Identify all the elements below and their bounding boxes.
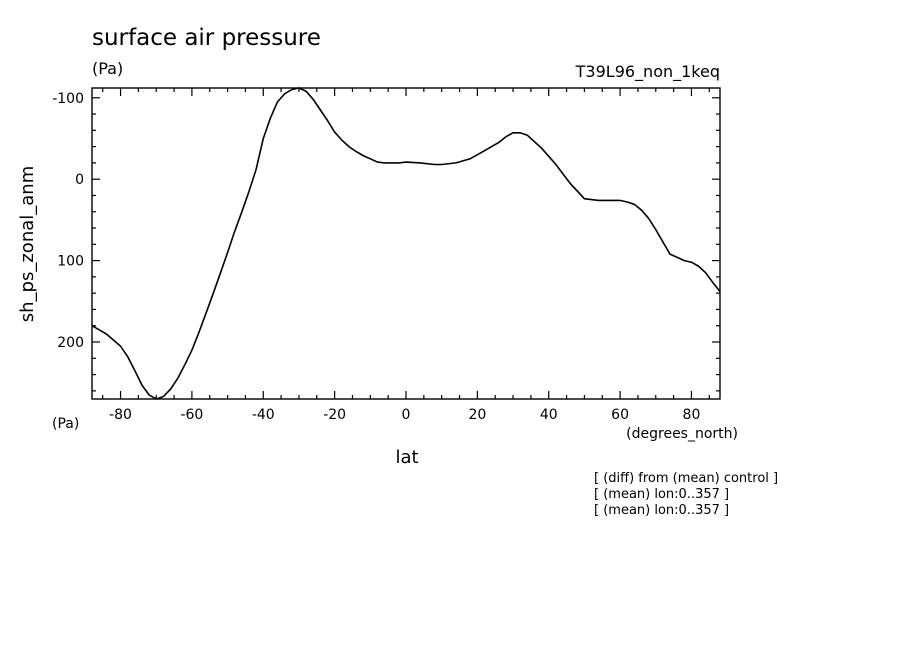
x-tick-label: -60 bbox=[180, 407, 203, 423]
note-line-1: [ (diff) from (mean) control ] bbox=[594, 471, 778, 486]
y-tick-label: -100 bbox=[52, 91, 84, 107]
x-tick-label: -80 bbox=[109, 407, 132, 423]
y-units-label: (Pa) bbox=[52, 416, 79, 432]
y-tick-label: 0 bbox=[75, 172, 84, 188]
x-tick-label: 60 bbox=[611, 407, 629, 423]
x-units-label: (degrees_north) bbox=[626, 426, 738, 442]
plot-frame bbox=[91, 87, 721, 400]
y-axis-label: sh_ps_zonal_anm bbox=[17, 166, 38, 322]
series-line bbox=[91, 87, 721, 400]
note-line-2: [ (mean) lon:0..357 ] bbox=[594, 487, 729, 502]
x-tick-label: 80 bbox=[683, 407, 701, 423]
axis-tick-labels: -80 -60 -40 -20 0 20 40 60 80 -100 0 100 200 bbox=[52, 91, 700, 423]
x-tick-label: 40 bbox=[540, 407, 558, 423]
note-line-3: [ (mean) lon:0..357 ] bbox=[594, 503, 729, 518]
chart-title: surface air pressure bbox=[92, 25, 321, 51]
x-axis-label: lat bbox=[395, 447, 418, 468]
y-tick-label: 200 bbox=[57, 335, 84, 351]
x-tick-label: 0 bbox=[402, 407, 411, 423]
x-tick-label: -20 bbox=[323, 407, 346, 423]
y-tick-label: 100 bbox=[57, 254, 84, 270]
run-id: T39L96_non_1keq bbox=[575, 62, 720, 82]
x-tick-label: 20 bbox=[468, 407, 486, 423]
x-tick-label: -40 bbox=[252, 407, 275, 423]
axis-ticks bbox=[92, 88, 720, 399]
title-units: (Pa) bbox=[92, 59, 123, 78]
